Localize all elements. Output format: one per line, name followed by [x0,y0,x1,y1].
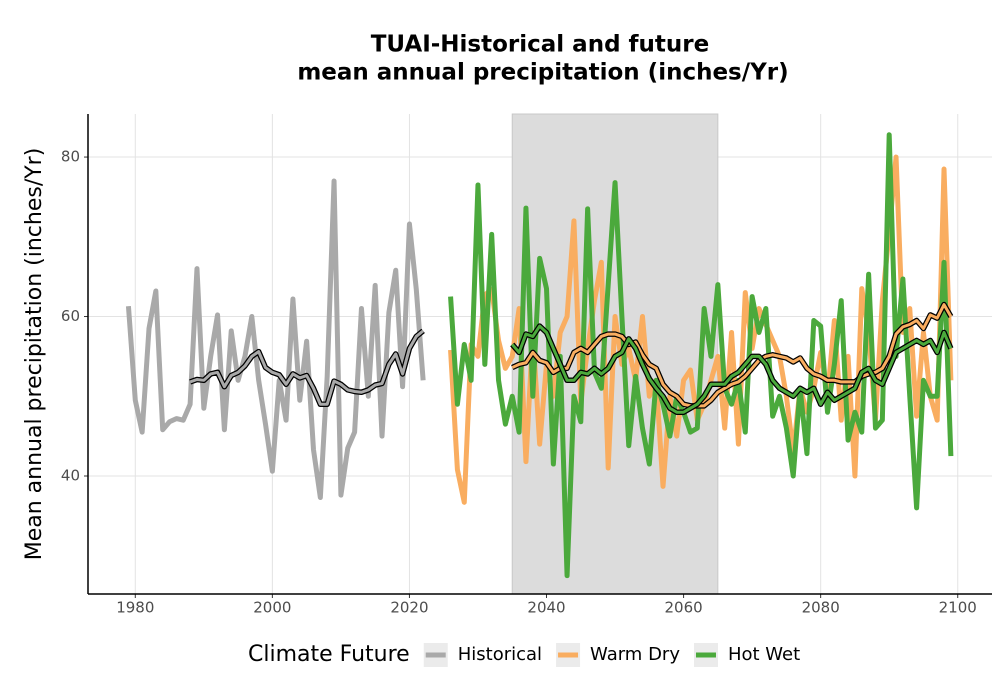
smooth-line [511,303,953,408]
y-tick-label: 40 [61,466,80,484]
y-tick-label: 60 [61,307,80,325]
smooth-line [511,324,953,414]
legend-label: Historical [458,644,542,665]
x-tick-label: 1980 [116,599,154,617]
series-line [125,178,426,501]
x-tick-label: 2060 [664,599,702,617]
x-tick-label: 2080 [802,599,840,617]
series-line [448,132,954,579]
x-tick-label: 2040 [527,599,565,617]
smooth-line [189,329,425,406]
legend-label: Warm Dry [590,644,680,665]
x-tick-label: 2000 [253,599,291,617]
y-tick-label: 80 [61,148,80,166]
x-tick-label: 2100 [939,599,977,617]
legend-label: Hot Wet [728,644,800,665]
x-tick-label: 2020 [390,599,428,617]
chart-title: mean annual precipitation (inches/Yr) [297,60,788,86]
y-axis-label: Mean annual precipitation (inches/Yr) [22,148,47,561]
chart-title: TUAI-Historical and future [371,32,710,58]
legend-title: Climate Future [248,642,410,667]
